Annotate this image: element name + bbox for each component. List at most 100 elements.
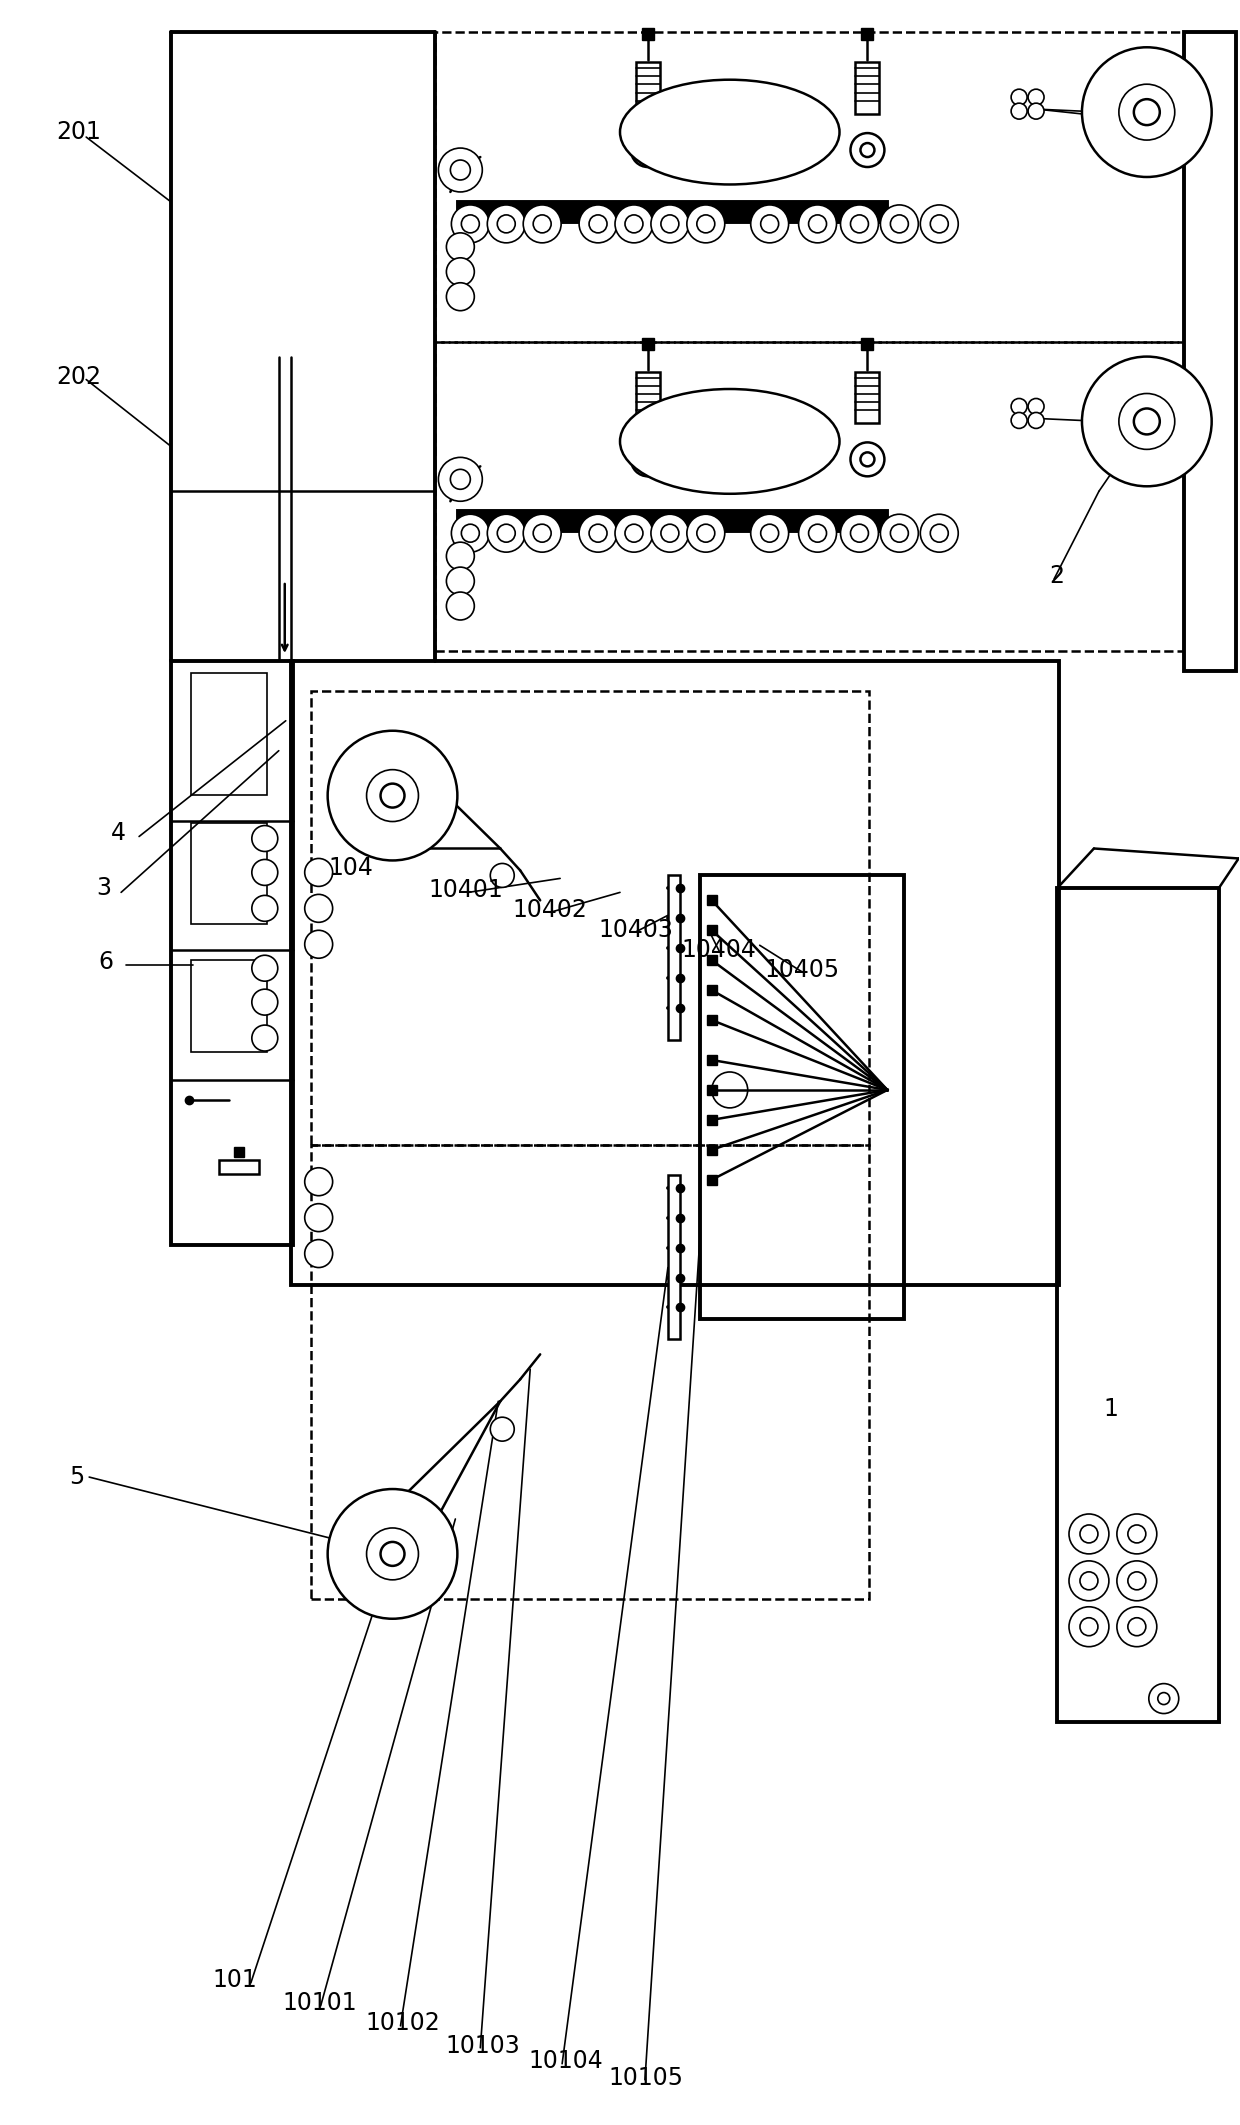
Circle shape [252,956,278,982]
Text: 10103: 10103 [445,2034,520,2057]
Circle shape [381,784,404,808]
Circle shape [252,824,278,852]
Bar [668,876,680,1039]
Bar [435,342,1189,650]
Text: 5: 5 [69,1464,84,1490]
Circle shape [651,204,689,242]
Text: 2: 2 [1049,563,1064,589]
Circle shape [687,204,724,242]
Bar [636,62,660,115]
Circle shape [661,215,678,234]
Circle shape [305,1203,332,1232]
Circle shape [1080,1526,1097,1543]
Circle shape [1158,1694,1169,1704]
Circle shape [1148,1683,1179,1713]
Circle shape [446,567,475,595]
Circle shape [450,159,470,181]
Circle shape [305,931,332,958]
Circle shape [533,525,551,542]
Circle shape [327,731,458,861]
Circle shape [461,215,480,234]
Text: 101: 101 [213,1968,258,1991]
Circle shape [661,525,678,542]
Circle shape [697,215,714,234]
Circle shape [579,204,618,242]
Circle shape [1117,1562,1157,1600]
Circle shape [252,988,278,1016]
Text: 6: 6 [98,950,113,973]
Bar [459,512,888,531]
Circle shape [1118,85,1174,140]
Circle shape [841,514,878,552]
Circle shape [446,283,475,310]
Circle shape [305,1239,332,1266]
Circle shape [615,204,653,242]
Circle shape [930,525,949,542]
Circle shape [1028,89,1044,104]
Bar [171,661,293,1245]
Circle shape [1011,400,1027,414]
Circle shape [641,453,655,465]
Circle shape [1069,1606,1109,1647]
Text: 10403: 10403 [598,918,673,941]
Circle shape [487,514,526,552]
Circle shape [1117,1513,1157,1553]
Circle shape [1128,1617,1146,1636]
Circle shape [750,514,789,552]
Circle shape [631,442,665,476]
Ellipse shape [620,81,839,185]
Circle shape [523,514,562,552]
Text: 10104: 10104 [528,2048,603,2072]
Text: 10105: 10105 [608,2066,683,2089]
Circle shape [439,457,482,502]
Text: 10404: 10404 [682,939,756,963]
Circle shape [808,525,827,542]
Circle shape [450,470,470,489]
Bar [311,1145,869,1598]
Circle shape [841,204,878,242]
Text: 202: 202 [56,365,102,389]
Circle shape [760,215,779,234]
Circle shape [589,215,608,234]
Circle shape [1117,1606,1157,1647]
Circle shape [1028,412,1044,429]
Text: 10401: 10401 [429,878,503,903]
Text: 201: 201 [56,121,102,144]
Circle shape [497,525,516,542]
Circle shape [1028,104,1044,119]
Circle shape [252,858,278,886]
Circle shape [367,1528,418,1579]
Circle shape [799,514,837,552]
Circle shape [641,142,655,157]
Circle shape [446,593,475,620]
Circle shape [446,234,475,261]
Circle shape [1128,1526,1146,1543]
Circle shape [487,204,526,242]
Bar [435,32,1189,342]
Circle shape [631,134,665,168]
Text: 4: 4 [112,820,126,844]
Circle shape [381,1543,404,1566]
Text: 3: 3 [97,876,112,901]
Circle shape [1080,1617,1097,1636]
Circle shape [760,525,779,542]
Circle shape [446,257,475,285]
Text: 10402: 10402 [512,899,587,922]
Circle shape [930,215,949,234]
Circle shape [589,525,608,542]
Ellipse shape [620,389,839,493]
Bar [1056,888,1219,1721]
Circle shape [305,1169,332,1196]
Bar [290,661,1059,1284]
Bar [668,1175,680,1339]
Bar [191,674,267,795]
Circle shape [367,769,418,822]
Circle shape [808,215,827,234]
Circle shape [490,1417,515,1441]
Bar [856,372,879,423]
Circle shape [305,895,332,922]
Circle shape [625,215,644,234]
Circle shape [697,525,714,542]
Circle shape [1011,412,1027,429]
Circle shape [579,514,618,552]
